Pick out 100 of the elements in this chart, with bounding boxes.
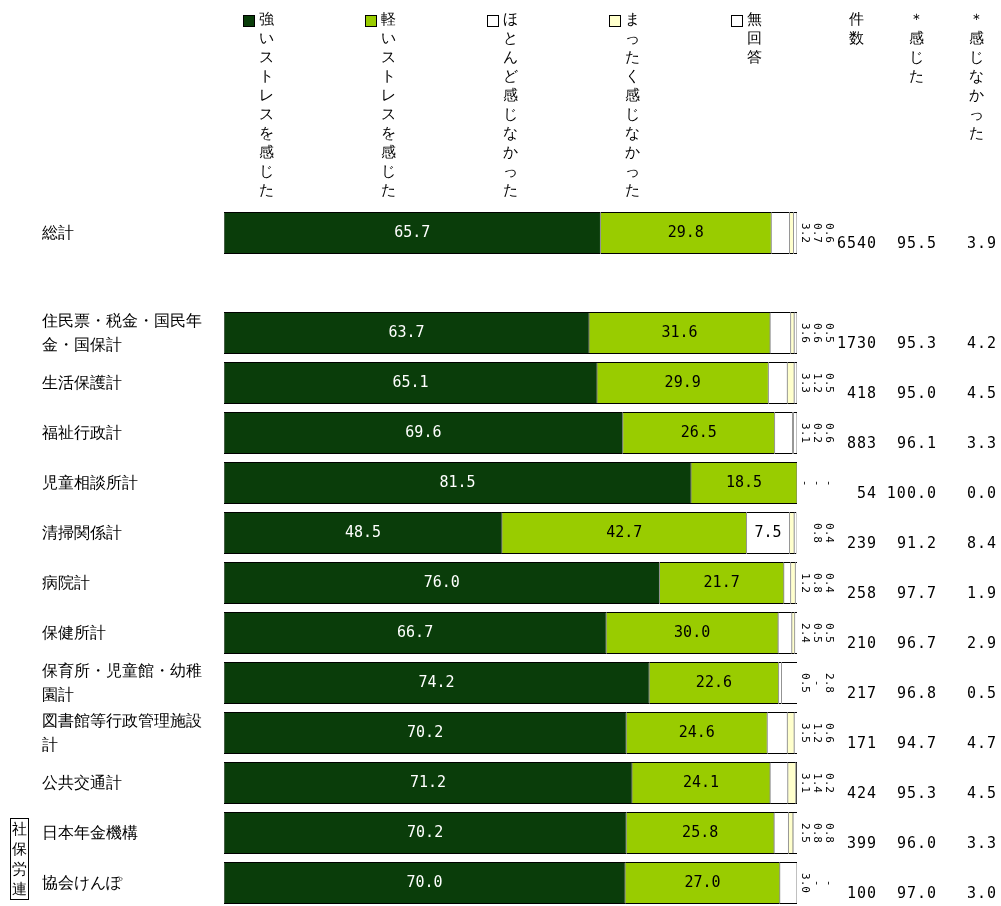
text: 95.0 [896, 384, 937, 402]
data-label: 29.8 [667, 222, 704, 241]
data-label: 3.6 [799, 323, 813, 343]
text: 97.7 [896, 584, 937, 602]
text: 418 [846, 384, 877, 402]
data-label: 0.6 [823, 423, 837, 443]
data-label: 26.5 [680, 422, 717, 441]
data-label: 2.4 [799, 623, 813, 644]
text: 424 [846, 784, 877, 802]
y-tick-label: 清掃関係計 [42, 522, 123, 544]
data-label: 27.0 [684, 872, 721, 891]
data-label: 70.2 [407, 822, 444, 841]
data-label: 3.3 [799, 373, 813, 393]
data-label: 0.2 [811, 423, 825, 443]
data-label: - [811, 879, 825, 887]
y-tick-label: 図書館等行政管理施設計 [42, 710, 203, 756]
y-tick-label: 住民票・税金・国民年金・国保計 [42, 310, 203, 356]
text: 171 [846, 734, 877, 752]
data-label: 76.0 [423, 572, 460, 591]
text: 0.0 [966, 484, 997, 502]
data-label: 0.4 [823, 573, 837, 594]
data-label: 74.2 [418, 672, 455, 691]
data-label: - [823, 879, 837, 887]
data-label: 2.5 [799, 823, 813, 843]
data-label: 29.9 [664, 372, 701, 391]
text: 3.3 [966, 834, 997, 852]
text: 100 [846, 884, 877, 902]
data-label: 0.2 [823, 773, 837, 793]
data-label: 48.5 [344, 522, 382, 541]
data-label: 3.2 [799, 223, 813, 243]
data-label: 21.7 [703, 572, 740, 591]
text: 96.1 [896, 434, 937, 452]
y-tick-label: 病院計 [42, 572, 91, 594]
text: ＊感じなかった [968, 10, 985, 143]
text: 258 [846, 584, 877, 602]
y-tick-label: 児童相談所計 [42, 472, 139, 494]
text: 3.3 [966, 434, 997, 452]
data-label: 0.8 [811, 573, 825, 593]
text: 6540 [836, 234, 877, 252]
text: 社保労連 [10, 818, 29, 900]
text: 91.2 [896, 534, 937, 552]
text: 95.3 [896, 784, 937, 802]
y-tick-label: 生活保護計 [42, 372, 123, 394]
data-label: 0.5 [799, 673, 813, 693]
text: 883 [846, 434, 877, 452]
data-label: 1.2 [811, 723, 825, 743]
text: 0.5 [966, 684, 997, 702]
data-label: 0.5 [823, 323, 837, 343]
text: 94.7 [896, 734, 937, 752]
data-label: 70.2 [407, 722, 444, 741]
text: 95.3 [896, 334, 937, 352]
text: 2.9 [966, 634, 997, 652]
text: 件数 [848, 10, 865, 48]
data-label: 22.6 [695, 672, 732, 691]
data-label: - [799, 479, 813, 487]
text: 96.0 [896, 834, 937, 852]
text: 8.4 [966, 534, 997, 552]
text: 4.7 [966, 734, 997, 752]
data-label: 0.5 [823, 373, 837, 393]
data-label: 31.6 [661, 322, 698, 341]
data-label: 66.7 [397, 622, 434, 641]
text: 3.0 [966, 884, 997, 902]
text: まったく感じなかった [625, 10, 640, 199]
data-label: 18.5 [725, 472, 763, 491]
data-label: 42.7 [606, 522, 643, 541]
data-label: 0.5 [823, 623, 837, 643]
data-label: 2.8 [823, 673, 837, 693]
text: 4.2 [966, 334, 997, 352]
y-tick-label: 保健所計 [42, 622, 107, 644]
text: 54 [856, 484, 877, 502]
data-label: 0.6 [823, 723, 837, 743]
data-label: 0.7 [811, 223, 825, 243]
data-label: 0.6 [823, 223, 837, 243]
data-label: 1.4 [811, 773, 825, 794]
y-tick-label: 協会けんぽ [42, 872, 124, 894]
text: ほとんど感じなかった [503, 10, 518, 199]
text: 97.0 [896, 884, 937, 902]
data-label: 71.2 [409, 772, 447, 791]
data-label: 0.8 [811, 523, 825, 543]
data-label: 0.8 [811, 823, 825, 843]
data-label: 65.1 [392, 372, 429, 391]
data-label: 65.7 [394, 222, 431, 241]
data-label: 30.0 [674, 622, 711, 641]
data-label: 25.8 [682, 822, 719, 841]
data-label: 3.1 [799, 423, 813, 443]
text: 強いストレスを感じた [259, 10, 274, 199]
data-label: 63.7 [388, 322, 425, 341]
data-label: - [811, 679, 825, 687]
data-label: 69.6 [405, 422, 442, 441]
text: 4.5 [966, 784, 997, 802]
y-tick-label: 保育所・児童館・幼稚園計 [42, 660, 203, 706]
y-tick-label: 福祉行政計 [42, 422, 123, 444]
text: 217 [846, 684, 877, 702]
y-tick-label: 総計 [42, 222, 75, 244]
text: 96.8 [896, 684, 937, 702]
data-label: 70.0 [406, 872, 443, 891]
text: 96.7 [896, 634, 937, 652]
text: 1730 [836, 334, 877, 352]
text: 399 [846, 834, 877, 852]
text: 軽いストレスを感じた [381, 10, 396, 199]
